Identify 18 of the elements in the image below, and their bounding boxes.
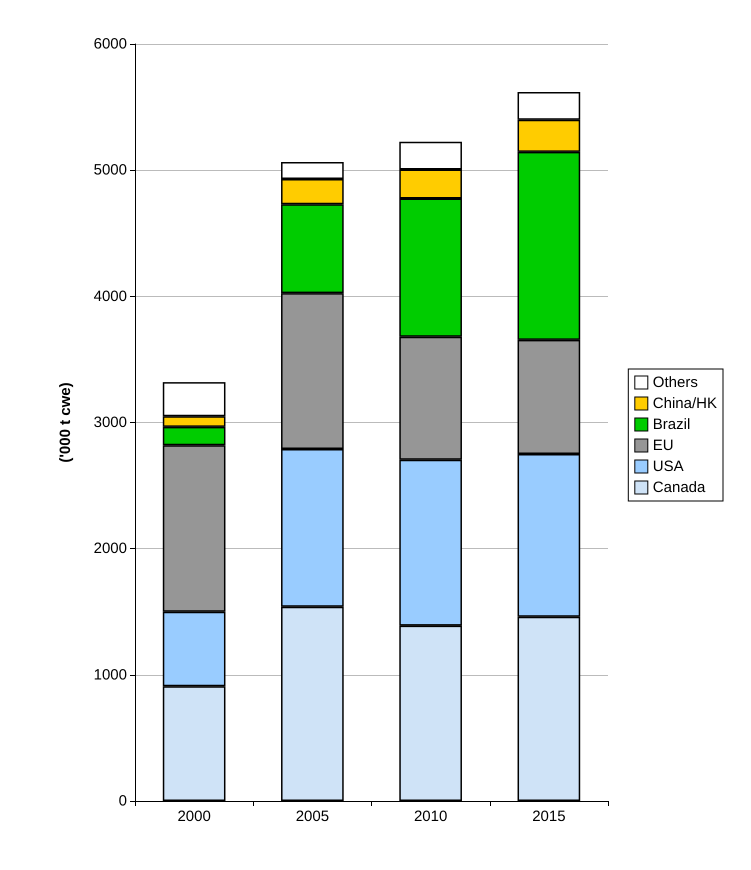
- y-tick-label: 3000: [94, 414, 127, 431]
- legend-label: USA: [652, 458, 684, 475]
- legend-label: Brazil: [652, 416, 690, 433]
- x-tick-label: 2005: [296, 808, 330, 825]
- legend-label: EU: [652, 437, 674, 454]
- x-tick-label: 2010: [414, 808, 448, 825]
- y-tick-label: 0: [118, 792, 127, 810]
- legend-label: China/HK: [652, 395, 718, 412]
- y-axis-title: ('000 t cwe): [57, 382, 74, 463]
- y-tick-label: 6000: [94, 36, 127, 52]
- y-tick-label: 2000: [94, 540, 127, 558]
- y-tick-label: 4000: [94, 288, 127, 305]
- x-tick-label: 2000: [177, 808, 211, 825]
- y-tick-label: 5000: [94, 162, 127, 179]
- y-tick-label: 1000: [94, 666, 127, 684]
- x-tick-label: 2015: [532, 808, 566, 825]
- legend-label: Others: [652, 374, 698, 391]
- legend-label: Canada: [652, 479, 706, 496]
